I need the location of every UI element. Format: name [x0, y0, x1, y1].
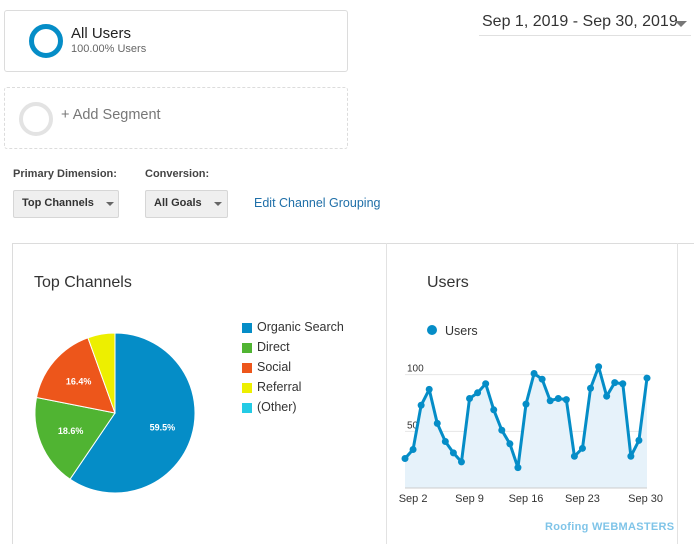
data-point — [538, 375, 546, 383]
data-point — [514, 464, 522, 472]
chevron-down-icon — [675, 21, 687, 27]
data-point — [466, 394, 474, 402]
charts-panel — [12, 243, 694, 544]
pie-slice-social — [35, 337, 116, 414]
data-point — [522, 400, 530, 408]
y-tick-label: 50 — [407, 420, 419, 431]
top-channels-pie-chart: 59.5% 18.6% 16.4% — [34, 332, 196, 494]
legend-label: Direct — [257, 340, 290, 354]
legend-swatch — [242, 383, 252, 393]
data-point — [530, 370, 538, 378]
data-point — [546, 397, 554, 405]
segment-circle-icon — [29, 24, 63, 58]
data-point — [603, 392, 611, 400]
data-point — [417, 401, 425, 409]
data-point — [635, 436, 643, 444]
users-line-chart: Users 100 50 Sep 2 Sep 9 Sep 16 Sep 23 Sep 30 — [399, 324, 663, 505]
data-point — [595, 363, 603, 371]
pie-chart-title: Top Channels — [34, 274, 132, 291]
data-point — [506, 440, 514, 448]
x-tick-label: Sep 2 — [399, 493, 428, 505]
x-tick-label: Sep 16 — [509, 493, 544, 505]
date-range-text: Sep 1, 2019 - Sep 30, 2019 — [482, 13, 678, 30]
pie-slice-direct — [34, 396, 116, 480]
x-tick-label: Sep 23 — [565, 493, 600, 505]
watermark-logo: Roofing WEBMASTERS — [545, 521, 675, 533]
data-point — [449, 449, 457, 457]
chevron-down-icon — [106, 202, 114, 206]
data-point — [474, 389, 482, 397]
empty-segment-circle-icon — [19, 102, 53, 136]
data-point — [643, 374, 651, 382]
data-point — [457, 458, 465, 466]
pie-slice-organic-search — [69, 332, 196, 494]
legend-label: Users — [445, 324, 478, 338]
data-point — [498, 426, 506, 434]
legend-swatch — [242, 323, 252, 333]
data-point — [409, 445, 417, 453]
pie-data-label: 18.6% — [58, 426, 84, 436]
legend-label: Referral — [257, 380, 302, 394]
panel-divider — [386, 243, 387, 544]
data-point — [490, 406, 498, 414]
data-point — [570, 452, 578, 460]
x-tick-label: Sep 9 — [455, 493, 484, 505]
legend-label: (Other) — [257, 400, 297, 414]
x-tick-label: Sep 30 — [628, 493, 663, 505]
conversion-label: Conversion: — [145, 168, 210, 180]
segment-all-users[interactable]: All Users 100.00% Users — [4, 10, 348, 72]
legend-dot — [427, 325, 437, 335]
segment-subtitle: 100.00% Users — [71, 43, 147, 55]
data-point — [627, 452, 635, 460]
add-segment-label: + Add Segment — [61, 107, 161, 123]
segment-title: All Users — [71, 25, 132, 42]
data-point — [554, 394, 562, 402]
pie-data-label: 16.4% — [66, 377, 92, 387]
primary-dimension-dropdown[interactable]: Top Channels — [13, 190, 119, 218]
pie-data-label: 59.5% — [150, 423, 176, 433]
data-point — [482, 380, 490, 388]
users-chart-title: Users — [427, 274, 469, 291]
data-point — [619, 380, 627, 388]
legend-swatch — [242, 343, 252, 353]
panel-divider — [677, 243, 678, 544]
data-point — [425, 385, 433, 393]
data-point — [578, 444, 586, 452]
data-point — [562, 396, 570, 404]
data-point — [587, 384, 595, 392]
pie-slice-referral — [87, 332, 116, 414]
edit-channel-grouping-link[interactable]: Edit Channel Grouping — [254, 196, 381, 210]
legend-label: Social — [257, 360, 292, 374]
area-fill — [405, 366, 647, 488]
data-point — [611, 379, 619, 387]
conversion-dropdown[interactable]: All Goals — [145, 190, 228, 218]
date-range-picker[interactable]: Sep 1, 2019 - Sep 30, 2019 — [479, 8, 691, 36]
y-tick-label: 100 — [407, 364, 424, 375]
legend-swatch — [242, 403, 252, 413]
add-segment-button[interactable]: + Add Segment — [4, 87, 348, 149]
chevron-down-icon — [214, 202, 222, 206]
legend-swatch — [242, 363, 252, 373]
conversion-value: All Goals — [154, 197, 202, 209]
data-point — [441, 438, 449, 446]
data-point — [433, 419, 441, 427]
data-point — [401, 455, 409, 463]
primary-dimension-label: Primary Dimension: — [13, 168, 117, 180]
legend-label: Organic Search — [257, 320, 344, 334]
primary-dimension-value: Top Channels — [22, 197, 94, 209]
